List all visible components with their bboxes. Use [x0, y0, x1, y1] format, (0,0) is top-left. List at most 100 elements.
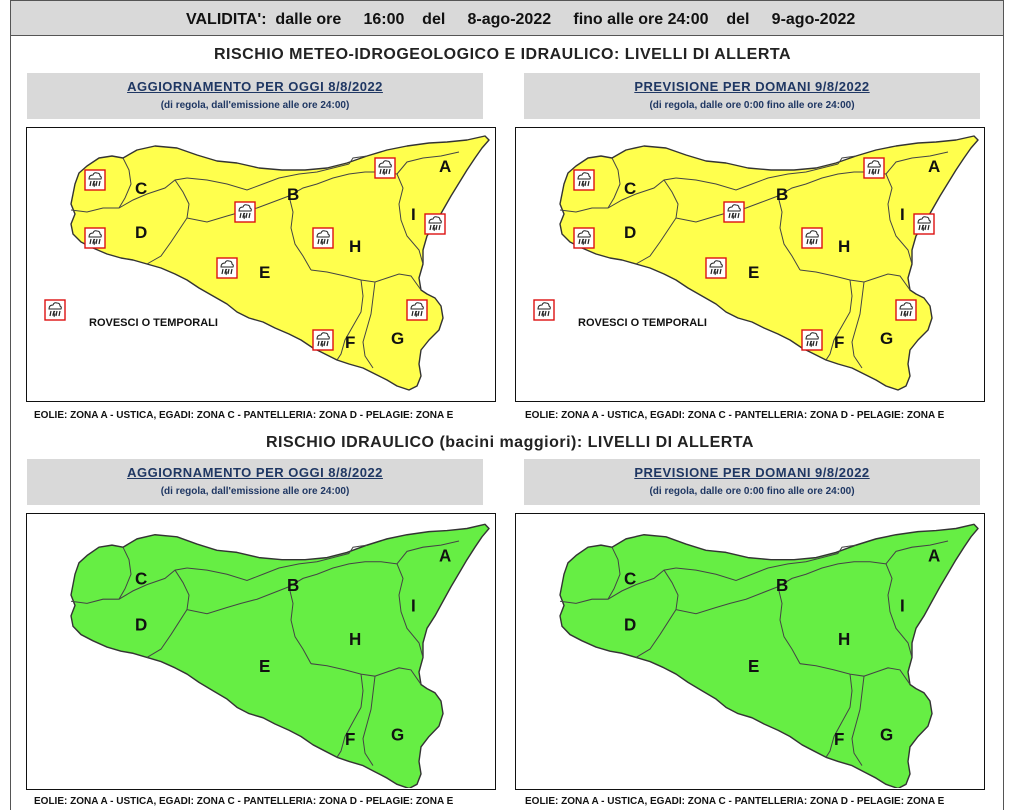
storm-icon — [895, 299, 917, 321]
legend-text: ROVESCI O TEMPORALI — [89, 317, 218, 329]
zone-border — [288, 586, 312, 664]
idraulico-right-panel-header: PREVISIONE PER DOMANI 9/8/2022 (di regol… — [524, 459, 980, 505]
zone-border — [837, 544, 857, 554]
zone-label-b: B — [287, 185, 299, 204]
zone-label-h: H — [838, 629, 850, 649]
meteo-right-panel-header: PREVISIONE PER DOMANI 9/8/2022 (di regol… — [524, 73, 980, 119]
storm-icon — [84, 169, 106, 191]
storm-icon — [573, 227, 595, 249]
idraulico-left-footer: EOLIE: ZONA A - USTICA, EGADI: ZONA C - … — [34, 796, 454, 807]
storm-icon — [374, 157, 396, 179]
zone-border — [396, 540, 460, 565]
storm-icon — [533, 299, 555, 321]
zone-border — [348, 155, 368, 165]
zone-border — [851, 676, 865, 766]
idraulico-right-footer: EOLIE: ZONA A - USTICA, EGADI: ZONA C - … — [525, 796, 945, 807]
zone-label-c: C — [624, 568, 637, 588]
zone-label-i: I — [900, 595, 905, 615]
zone-label-i: I — [411, 595, 416, 615]
storm-icon — [312, 227, 334, 249]
zone-label-d: D — [135, 614, 147, 634]
zone-border — [396, 563, 424, 658]
validity-label: VALIDITA': — [186, 11, 267, 28]
zone-border — [310, 663, 422, 685]
zone-label-d: D — [624, 614, 636, 634]
validity-bar: VALIDITA': dalle ore 16:00 del 8-ago-202… — [10, 0, 1004, 36]
zone-border — [146, 179, 190, 265]
legend-text: ROVESCI O TEMPORALI — [578, 317, 707, 329]
zone-label-c: C — [135, 179, 147, 198]
zone-label-e: E — [748, 263, 759, 282]
zone-label-h: H — [349, 629, 361, 649]
zone-border — [837, 155, 857, 165]
zone-border — [885, 563, 913, 658]
meteo-left-panel-header: AGGIORNAMENTO PER OGGI 8/8/2022 (di rego… — [27, 73, 483, 119]
zone-border — [559, 177, 677, 213]
zone-label-e: E — [748, 656, 759, 676]
idraulico-right-subheading: (di regola, dalle ore 0:00 fino alle ore… — [649, 486, 855, 497]
zone-label-f: F — [345, 333, 355, 352]
zone-border — [885, 173, 913, 265]
meteo-section-title: RISCHIO METEO-IDROGEOLOGICO E IDRAULICO:… — [214, 46, 792, 63]
zone-border — [825, 279, 853, 361]
zone-border — [635, 569, 679, 658]
storm-icon — [234, 201, 256, 223]
meteo-right-footer: EOLIE: ZONA A - USTICA, EGADI: ZONA C - … — [525, 410, 945, 421]
storm-icon — [573, 169, 595, 191]
meteo-map-tomorrow: A B C D E F G H I ROVESCI O TEMPORALI — [515, 127, 985, 402]
meteo-left-heading: AGGIORNAMENTO PER OGGI 8/8/2022 — [127, 79, 383, 94]
sicily-outline — [559, 135, 979, 391]
zone-border — [607, 157, 621, 209]
storm-icon — [406, 299, 428, 321]
zone-border — [885, 151, 949, 175]
zone-label-i: I — [411, 205, 416, 224]
zone-border — [118, 546, 132, 600]
meteo-map-tomorrow-svg: A B C D E F G H I ROVESCI O TEMPORALI — [533, 135, 979, 391]
zone-label-h: H — [349, 237, 361, 256]
zone-label-g: G — [391, 724, 404, 744]
meteo-map-today-svg: A B C D E F G H I ROVESCI O TEMPORALI — [44, 135, 490, 391]
zone-border — [675, 552, 839, 582]
meteo-left-footer: EOLIE: ZONA A - USTICA, EGADI: ZONA C - … — [34, 410, 454, 421]
zone-label-b: B — [287, 575, 299, 595]
zone-border — [336, 674, 364, 758]
frame-right-border — [1003, 36, 1004, 810]
zone-label-a: A — [928, 157, 940, 176]
idraulico-right-heading: PREVISIONE PER DOMANI 9/8/2022 — [634, 465, 870, 480]
zone-border — [186, 552, 350, 582]
zone-border — [348, 544, 368, 554]
idraulico-map-today: A B C D E F G H I — [26, 513, 496, 790]
zone-label-g: G — [880, 329, 893, 348]
storm-icon — [705, 257, 727, 279]
idraulico-map-tomorrow: A B C D E F G H I — [515, 513, 985, 790]
sicily-outline — [559, 523, 979, 788]
zone-border — [635, 179, 679, 265]
meteo-right-subheading: (di regola, dalle ore 0:00 fino alle ore… — [649, 100, 855, 111]
zone-border — [559, 567, 677, 604]
zone-border — [396, 173, 424, 265]
storm-icon — [913, 213, 935, 235]
zone-border — [186, 163, 350, 191]
zone-border — [118, 157, 132, 209]
zone-border — [362, 676, 376, 766]
validity-del-1: del — [422, 11, 446, 28]
storm-icon — [863, 157, 885, 179]
meteo-map-today: A B C D E F G H I ROVESCI O TEMPORALI — [26, 127, 496, 402]
idraulico-map-tomorrow-svg: A B C D E F G H I — [559, 523, 979, 788]
zone-label-g: G — [880, 724, 893, 744]
storm-icon — [216, 257, 238, 279]
zone-label-f: F — [834, 333, 844, 352]
validity-to-text: fino alle ore 24:00 — [573, 11, 709, 28]
sicily-outline — [70, 135, 490, 391]
zone-border — [186, 586, 290, 615]
storm-icon — [84, 227, 106, 249]
zone-label-d: D — [624, 223, 636, 242]
idraulico-section-title: RISCHIO IDRAULICO (bacini maggiori): LIV… — [266, 434, 754, 451]
zone-label-b: B — [776, 185, 788, 204]
validity-from-text: dalle ore — [275, 11, 342, 28]
zone-border — [70, 177, 188, 213]
zone-border — [675, 586, 779, 615]
zone-border — [146, 569, 190, 658]
storm-icon — [424, 213, 446, 235]
zone-label-f: F — [345, 728, 355, 748]
